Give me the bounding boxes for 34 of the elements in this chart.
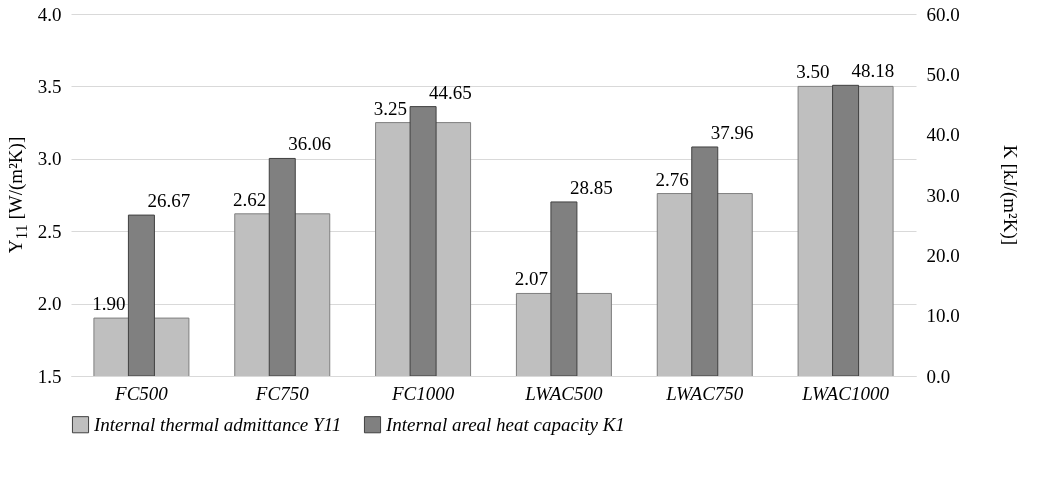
x-tick-label: LWAC750 bbox=[665, 382, 744, 404]
data-label: 2.76 bbox=[655, 168, 689, 190]
y2-tick-label: 0.0 bbox=[926, 365, 951, 387]
legend-label: Internal areal heat capacity K1 bbox=[385, 413, 625, 435]
data-label: 37.96 bbox=[710, 121, 754, 143]
y2-tick-label: 60.0 bbox=[926, 3, 960, 25]
data-label: 2.62 bbox=[233, 188, 267, 210]
y-tick-label: 2.5 bbox=[37, 220, 62, 242]
y2-tick-label: 40.0 bbox=[926, 124, 960, 146]
data-label: 44.65 bbox=[429, 81, 472, 103]
y2-tick-label: 30.0 bbox=[926, 184, 960, 206]
y2-tick-label: 50.0 bbox=[926, 63, 960, 85]
x-tick-label: FC500 bbox=[114, 382, 169, 404]
y2-tick-label: 20.0 bbox=[926, 244, 960, 266]
y2-axis-title: K [kJ/(m²K)] bbox=[999, 144, 1021, 246]
y2-tick-label: 10.0 bbox=[926, 305, 960, 327]
data-label: 3.25 bbox=[373, 97, 408, 119]
y-tick-label: 2.0 bbox=[37, 293, 62, 315]
data-label: 1.90 bbox=[92, 293, 126, 315]
legend-label: Internal thermal admittance Y11 bbox=[93, 413, 342, 435]
y-tick-label: 3.5 bbox=[37, 75, 62, 97]
data-label: 36.06 bbox=[288, 133, 331, 155]
x-tick-label: FC1000 bbox=[390, 382, 455, 404]
data-label: 2.07 bbox=[514, 268, 548, 290]
data-label: 48.18 bbox=[851, 60, 895, 82]
x-tick-label: LWAC500 bbox=[524, 382, 603, 404]
x-tick-label: LWAC1000 bbox=[801, 382, 890, 404]
x-tick-label: FC750 bbox=[254, 382, 310, 404]
data-label: 26.67 bbox=[147, 190, 191, 212]
data-label: 28.85 bbox=[569, 176, 613, 198]
y-tick-label: 4.0 bbox=[37, 3, 62, 25]
y-tick-label: 3.0 bbox=[37, 148, 62, 170]
data-label: 3.50 bbox=[796, 61, 830, 83]
y-tick-label: 1.5 bbox=[37, 365, 62, 387]
